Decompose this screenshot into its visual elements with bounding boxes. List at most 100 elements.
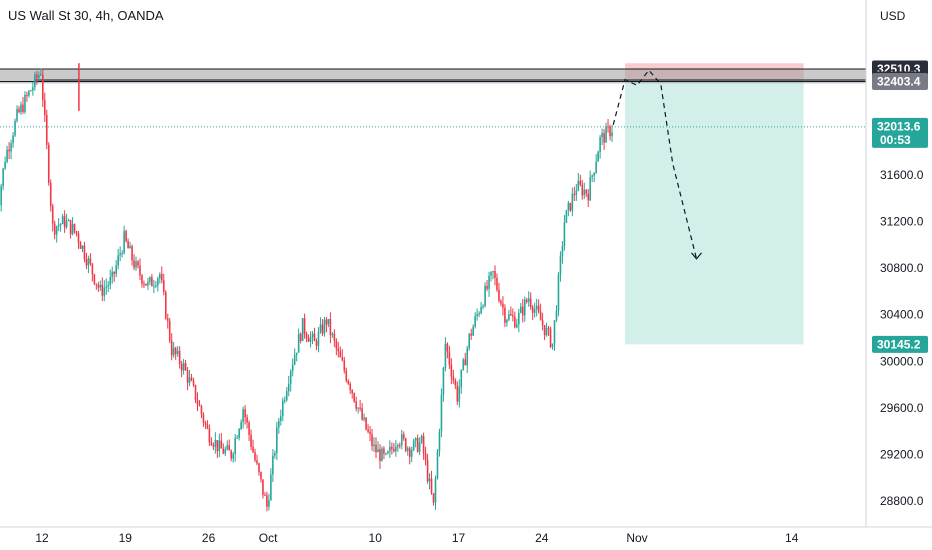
candle-body xyxy=(313,333,316,342)
candle-body xyxy=(161,274,163,281)
price-axis[interactable] xyxy=(866,0,932,550)
candle-body xyxy=(230,450,233,459)
candle-body xyxy=(551,343,554,347)
candle-body xyxy=(166,318,169,321)
candle-body xyxy=(500,300,502,304)
candle-body xyxy=(287,383,290,392)
candle-body xyxy=(458,387,461,402)
projection-path[interactable] xyxy=(612,69,698,259)
candle-body xyxy=(99,284,102,288)
candle-body xyxy=(105,286,108,288)
candle-body xyxy=(226,445,229,450)
candle-body xyxy=(391,446,393,450)
candle-body xyxy=(557,274,560,311)
candle-body xyxy=(190,377,193,381)
candle-body xyxy=(59,224,62,226)
x-tick-label: 14 xyxy=(785,531,799,545)
price-badge[interactable] xyxy=(872,72,928,90)
candle-body xyxy=(299,333,302,342)
candle-body xyxy=(472,326,474,336)
candle-body xyxy=(218,440,221,452)
candle-body xyxy=(87,258,90,266)
candle-body xyxy=(135,261,137,268)
candle-body xyxy=(355,401,357,409)
candle-body xyxy=(244,409,246,418)
candle-body xyxy=(42,74,44,101)
candle-body xyxy=(567,202,570,211)
candle-body xyxy=(508,314,510,320)
candle-body xyxy=(327,319,330,325)
y-tick-label: 30400.0 xyxy=(880,308,924,322)
candle-body xyxy=(379,449,381,462)
x-tick-label: 26 xyxy=(202,531,216,545)
candle-body xyxy=(51,205,54,224)
candle-body xyxy=(339,351,342,358)
candle-body xyxy=(486,285,488,289)
candle-body xyxy=(482,305,484,308)
candle-body xyxy=(563,222,566,246)
projection-arrowhead xyxy=(691,252,702,260)
candle-body xyxy=(216,440,219,452)
candle-body xyxy=(426,459,429,482)
candle-body xyxy=(571,193,574,211)
candle-body xyxy=(283,399,286,401)
candle-body xyxy=(519,306,522,313)
candle-body xyxy=(593,172,595,176)
candle-body xyxy=(137,261,139,266)
candle-body xyxy=(297,333,300,353)
x-tick-label: 19 xyxy=(119,531,133,545)
candle-body xyxy=(414,437,417,441)
candle-body xyxy=(325,319,328,325)
candle-body xyxy=(178,350,181,364)
candle-body xyxy=(81,245,84,249)
y-tick-label: 29200.0 xyxy=(880,447,924,461)
candle-body xyxy=(69,220,72,235)
candle-body xyxy=(79,242,82,249)
x-tick-label: 17 xyxy=(452,531,466,545)
candle-body xyxy=(254,452,256,461)
candle-body xyxy=(194,385,197,401)
candle-body xyxy=(113,271,115,274)
candle-body xyxy=(353,393,355,402)
candle-body xyxy=(399,445,401,447)
candle-body xyxy=(129,246,131,249)
candle-body xyxy=(164,291,167,319)
candle-body xyxy=(234,438,236,454)
candle-body xyxy=(341,357,344,361)
price-badge[interactable] xyxy=(872,117,928,148)
candle-body xyxy=(607,126,609,128)
candle-body xyxy=(248,422,250,435)
time-axis[interactable] xyxy=(0,527,866,550)
candle-body xyxy=(143,283,145,285)
candle-body xyxy=(583,189,586,196)
candle-body xyxy=(333,333,336,341)
candle-body xyxy=(141,275,143,284)
candle-body xyxy=(531,307,534,313)
candle-body xyxy=(93,274,96,284)
candle-body xyxy=(202,414,205,423)
candle-body xyxy=(521,306,524,316)
candle-body xyxy=(182,363,185,371)
candle-body xyxy=(462,359,465,370)
candle-body xyxy=(545,327,548,336)
candle-body xyxy=(595,161,597,173)
candle-body xyxy=(38,74,40,79)
candle-body xyxy=(168,320,171,341)
candle-body xyxy=(345,370,348,381)
price-badge-label: 32403.4 xyxy=(877,74,921,88)
candle-body xyxy=(309,336,312,342)
candle-body xyxy=(77,233,80,243)
candle-body xyxy=(603,133,605,143)
candle-body xyxy=(476,314,478,317)
price-badge[interactable] xyxy=(872,335,928,353)
take-profit-zone[interactable] xyxy=(625,81,804,345)
candle-body xyxy=(418,442,421,452)
candle-body xyxy=(291,364,294,372)
candle-body xyxy=(6,149,8,162)
candle-body xyxy=(448,351,451,365)
candle-body xyxy=(452,376,455,381)
candle-body xyxy=(131,246,133,261)
candle-body xyxy=(527,298,530,302)
candle-body xyxy=(246,417,248,423)
